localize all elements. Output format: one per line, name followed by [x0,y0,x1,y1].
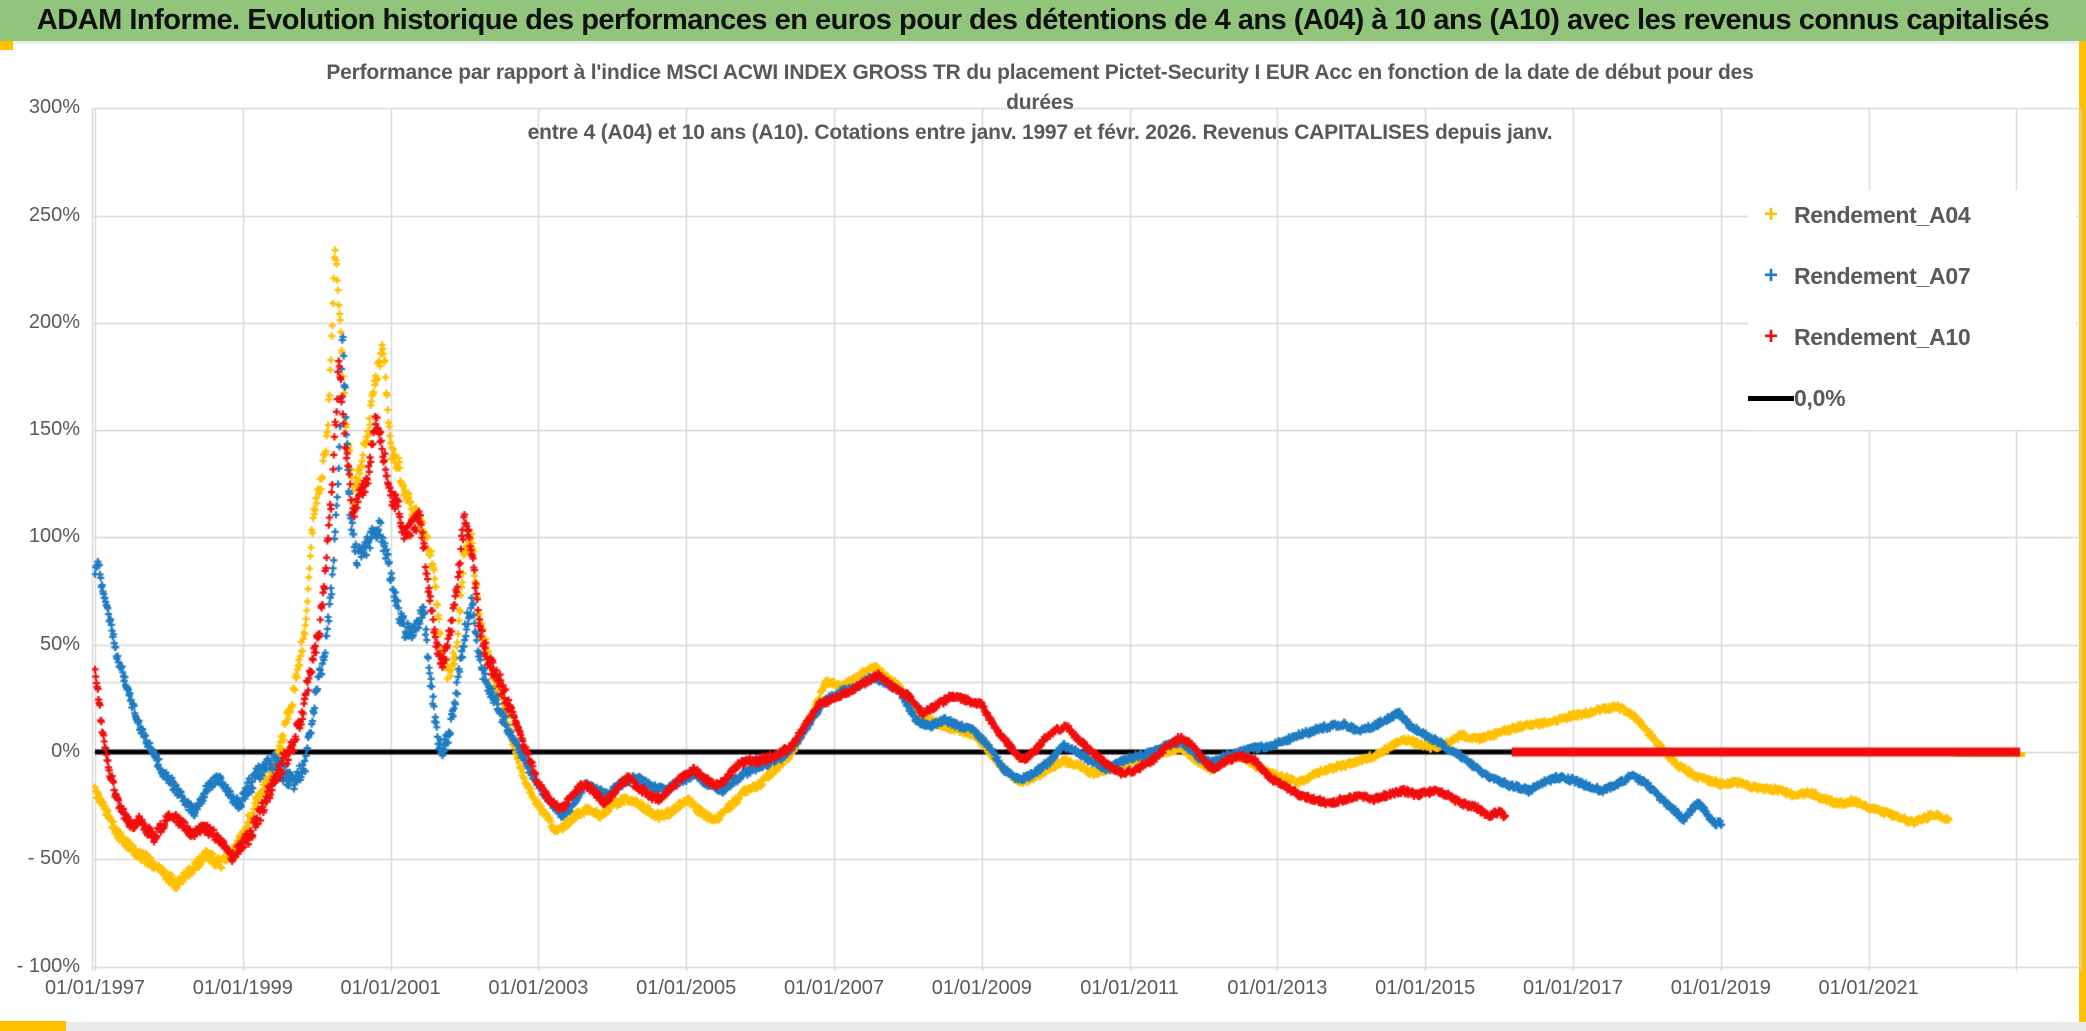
y-axis-tick-label: 300% [28,96,80,119]
y-axis-tick-label: 0% [51,740,80,762]
y-axis-tick-label: - 50% [27,847,80,870]
y-axis-tick-label: 250% [28,203,80,226]
x-axis-tick-label: 01/01/1999 [192,977,293,999]
plus-marker-icon: + [1763,323,1778,350]
y-axis-tick-label: - 100% [16,954,80,977]
y-axis-tick-label: 150% [28,418,80,441]
chart-title-line2: durées [1006,91,1074,114]
x-axis-tick-label: 01/01/2011 [1080,977,1179,999]
x-axis-tick-label: 01/01/2007 [783,977,885,999]
x-axis-tick-label: 01/01/2015 [1375,977,1476,999]
y-axis-tick-label: 200% [28,310,80,333]
legend-label: Rendement_A04 [1794,201,1971,228]
plus-marker-icon: + [1763,201,1778,228]
x-axis-tick-label: 01/01/2003 [488,977,589,999]
x-axis-tick-label: 01/01/2017 [1522,977,1624,999]
legend-item-rendement-a07[interactable]: + Rendement_A07 [1748,259,2076,293]
x-axis-tick-label: 01/01/2005 [636,977,737,999]
chart-title-line3: entre 4 (A04) et 10 ans (A10). Cotations… [527,121,1553,144]
y-axis-tick-label: 50% [39,632,80,655]
legend-item-rendement-a10[interactable]: + Rendement_A10 [1748,320,2076,354]
legend-label: 0,0% [1794,384,1846,411]
legend-item-rendement-a04[interactable]: + Rendement_A04 [1748,198,2076,232]
chart-title-line1: Performance par rapport à l'indice MSCI … [326,61,1754,84]
x-axis-tick-label: 01/01/1997 [44,977,146,999]
legend-label: Rendement_A10 [1794,323,1971,350]
zero-line-marker-icon [1748,395,1794,401]
chart-legend: + Rendement_A04 + Rendement_A07 + Rendem… [1748,190,2076,430]
plus-marker-icon: + [1763,262,1778,289]
x-axis-tick-label: 01/01/2021 [1818,977,1919,999]
x-axis-tick-label: 01/01/2019 [1670,977,1771,999]
y-axis-tick-label: 100% [28,525,80,548]
x-axis-tick-label: 01/01/2009 [931,977,1032,999]
legend-label: Rendement_A07 [1794,262,1971,289]
chart-title: Performance par rapport à l'indice MSCI … [190,58,1890,148]
x-axis-tick-label: 01/01/2001 [340,977,441,999]
legend-item-zero-line[interactable]: 0,0% [1748,381,2076,415]
x-axis-tick-label: 01/01/2013 [1227,977,1328,999]
